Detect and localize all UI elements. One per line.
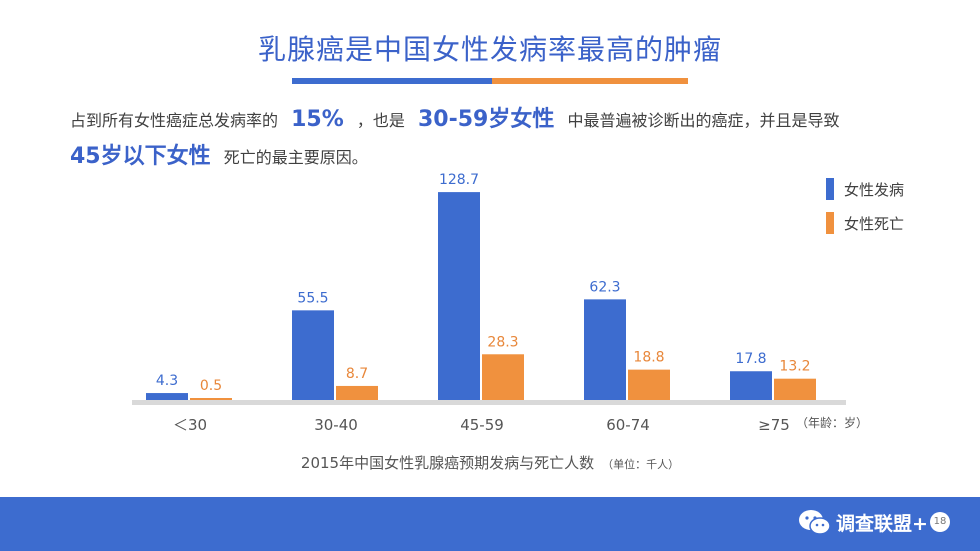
category-label-4: ≥75 (758, 416, 790, 434)
intro-text-2: ，也是 (356, 111, 405, 130)
data-label-incidence-4: 17.8 (735, 351, 766, 367)
bar-death-1 (336, 385, 378, 400)
brand-name: 调查联盟+ (836, 513, 928, 535)
intro-highlight-age-range: 30-59岁女性 (417, 107, 555, 132)
category-label-0: ＜30 (173, 416, 207, 434)
bar-chart: 4.3 0.5 ＜30 55.5 8.7 30-40 128.7 28.3 45-59 62.3 1… (132, 172, 846, 434)
age-unit-note: （年龄：岁） (796, 416, 869, 430)
category-label-3: 60-74 (606, 416, 650, 434)
intro-paragraph: 占到所有女性癌症总发病率的 15% ，也是 30-59岁女性 中最普遍被诊断出的… (70, 102, 930, 176)
bar-incidence-1 (292, 310, 334, 400)
intro-highlight-15-percent: 15% (291, 107, 344, 132)
title-underline-orange (492, 78, 688, 84)
bar-death-0 (190, 398, 232, 400)
category-label-1: 30-40 (314, 416, 358, 434)
intro-text-3: 中最普遍被诊断出的癌症，并且是导致 (567, 111, 840, 130)
data-label-death-4: 13.2 (779, 359, 810, 375)
chart-legend: 女性发病 女性死亡 (826, 172, 904, 240)
data-label-incidence-2: 128.7 (439, 172, 479, 188)
bar-incidence-0 (146, 393, 188, 400)
chart-caption: 2015年中国女性乳腺癌预期发病与死亡人数 （单位：千人） (0, 452, 980, 473)
intro-text-4: 死亡的最主要原因。 (223, 148, 368, 167)
bar-death-2 (482, 354, 524, 400)
title-underline-blue (292, 78, 492, 84)
data-label-death-1: 8.7 (346, 366, 368, 382)
bar-death-4 (774, 378, 816, 400)
legend-item-incidence: 女性发病 (826, 172, 904, 206)
data-label-death-3: 18.8 (633, 350, 664, 366)
chart-caption-text: 2015年中国女性乳腺癌预期发病与死亡人数 (300, 454, 595, 472)
legend-label-incidence: 女性发病 (844, 180, 905, 199)
intro-text-1: 占到所有女性癌症总发病率的 (70, 111, 279, 130)
data-label-death-2: 28.3 (487, 334, 518, 350)
legend-swatch-incidence (826, 178, 834, 200)
legend-item-death: 女性死亡 (826, 206, 904, 240)
data-label-death-0: 0.5 (200, 378, 222, 394)
x-axis-line (132, 400, 846, 405)
category-label-2: 45-59 (460, 416, 504, 434)
bar-incidence-2 (438, 192, 480, 400)
page-title: 乳腺癌是中国女性发病率最高的肿瘤 (257, 33, 722, 66)
bar-incidence-3 (584, 299, 626, 400)
bar-incidence-4 (730, 371, 772, 400)
legend-label-death: 女性死亡 (844, 214, 905, 233)
page-number: 18 (930, 512, 950, 532)
data-label-incidence-1: 55.5 (297, 290, 328, 306)
data-label-incidence-0: 4.3 (156, 373, 178, 389)
wechat-icon (799, 510, 831, 535)
intro-highlight-under-45: 45岁以下女性 (70, 144, 211, 169)
bar-death-3 (628, 369, 670, 400)
legend-swatch-death (826, 212, 834, 234)
data-label-incidence-3: 62.3 (589, 279, 620, 295)
chart-caption-unit: （单位：千人） (602, 458, 680, 471)
